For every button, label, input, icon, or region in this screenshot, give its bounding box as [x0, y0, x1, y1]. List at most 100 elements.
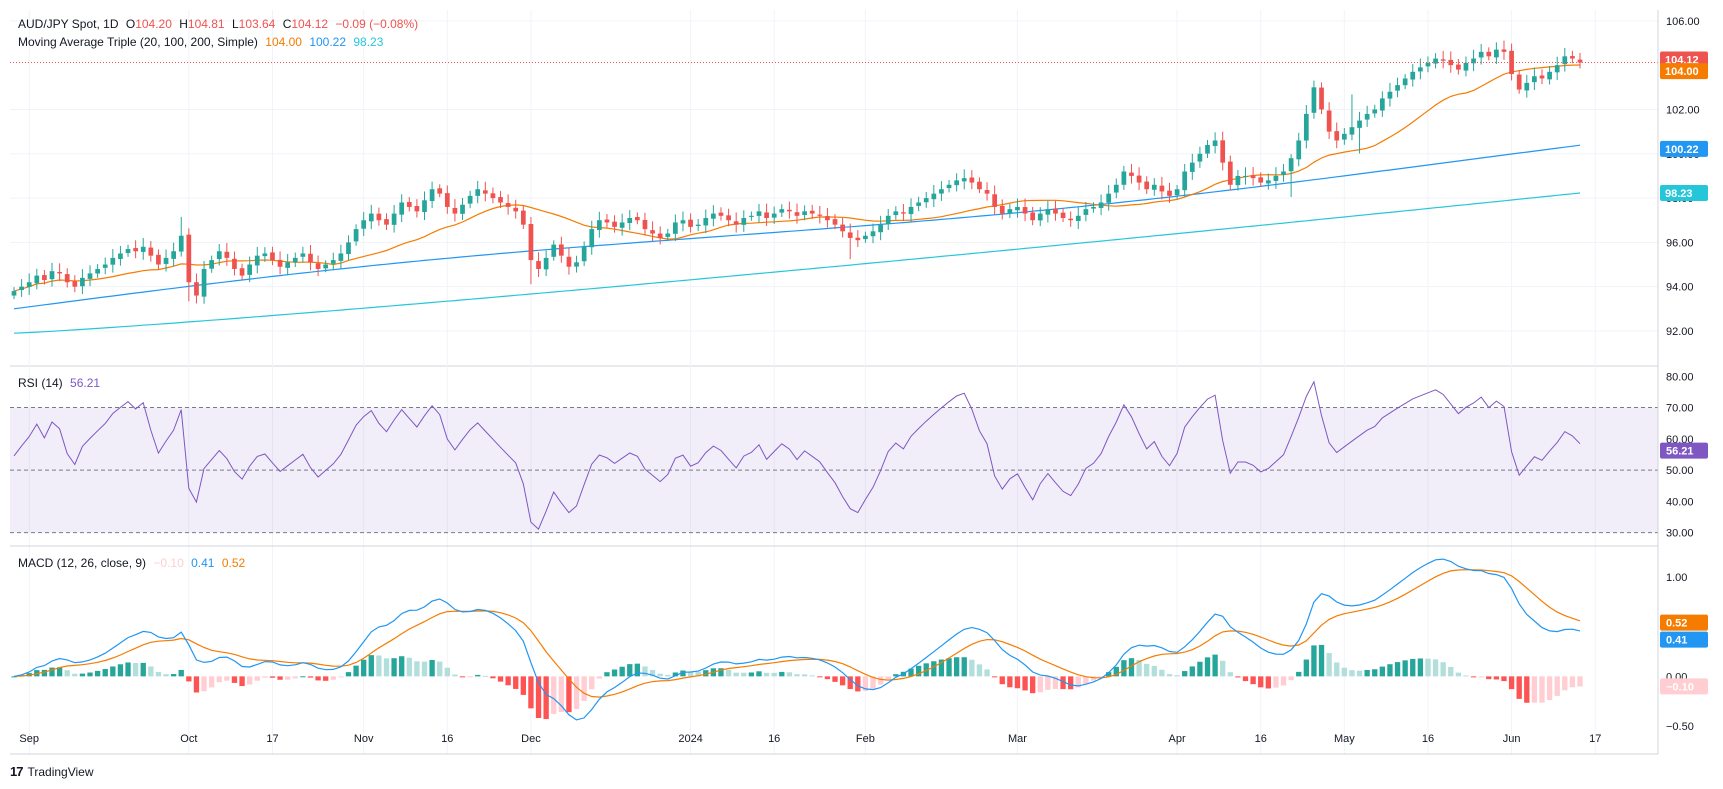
symbol-legend[interactable]: AUD/JPY Spot, 1D O104.20 H104.81 L103.64… [18, 17, 422, 31]
candle-body [574, 262, 579, 267]
macd-tag: 0.41 [1666, 635, 1687, 647]
candle-body [977, 181, 982, 190]
macd-path [13, 558, 1581, 721]
candle-body [665, 233, 671, 237]
rsi-line [13, 380, 1581, 530]
macd-hist-bar [178, 669, 184, 677]
y-tick-label: 1.00 [1666, 572, 1687, 584]
macd-hist-bar [1220, 660, 1226, 677]
rsi-legend[interactable]: RSI (14) 56.21 [18, 376, 104, 390]
candle-body [498, 197, 503, 203]
candle-body [984, 190, 990, 194]
macd-pane[interactable]: 1.000.500.00−0.50 0.52 0.41 −0.10 [10, 558, 1708, 755]
macd-hist-bar [1296, 671, 1302, 677]
candle-body [847, 232, 853, 238]
candle-body [1539, 75, 1545, 79]
macd-legend-label: MACD (12, 26, close, 9) [18, 556, 147, 570]
low-label: L [231, 17, 239, 31]
hist-tag: −0.10 [1666, 681, 1694, 693]
macd-hist-bar [1402, 660, 1408, 677]
macd-hist-bar [1463, 675, 1469, 677]
macd-hist-bar [1524, 676, 1530, 703]
candle-body [95, 268, 100, 274]
candle-body [1357, 120, 1362, 128]
macd-hist-bar [946, 658, 952, 677]
macd-hist-bar [437, 661, 443, 677]
macd-hist-bar [56, 667, 63, 677]
macd-legend[interactable]: MACD (12, 26, close, 9) −0.10 0.41 0.52 [18, 556, 249, 570]
x-tick-label: 16 [441, 733, 453, 745]
macd-hist-bar [269, 676, 276, 678]
candle-body [277, 259, 283, 267]
macd-y-axis[interactable]: 1.000.500.00−0.50 [1666, 572, 1694, 733]
rsi-path [13, 380, 1581, 530]
macd-hist-bar [1448, 666, 1454, 677]
macd-hist-bar [475, 674, 481, 677]
macd-hist-bar [703, 670, 709, 677]
high-label: H [179, 17, 188, 31]
macd-hist-bar [573, 676, 580, 710]
macd-hist-bar [862, 676, 869, 691]
candle-body [315, 263, 321, 269]
candle-body [1341, 133, 1347, 140]
macd-hist-bar [756, 671, 762, 677]
macd-hist-bar [1516, 676, 1522, 699]
macd-value: 0.41 [191, 556, 215, 570]
macd-hist-bar [543, 676, 549, 720]
macd-hist-bar [1022, 676, 1028, 691]
time-axis[interactable]: Sep Oct 17 Nov 16 Dec 2024 16 Feb Mar Apr 16 May 16 Ju… [19, 733, 1601, 745]
candle-body [346, 242, 351, 255]
signal-value: 0.52 [221, 556, 246, 570]
macd-hist-bar [1037, 676, 1043, 693]
candle-body [1456, 64, 1461, 70]
candle-body [756, 211, 762, 216]
macd-hist-bar [1531, 676, 1538, 703]
sma200-tag-bg [1660, 184, 1708, 201]
hist-tag-bg [1660, 678, 1708, 695]
candle-body [1235, 175, 1241, 186]
symbol-title: AUD/JPY Spot, 1D [18, 17, 119, 31]
candle-body [1015, 206, 1020, 211]
x-tick-label: 16 [1422, 733, 1434, 745]
macd-hist-bar [132, 662, 139, 677]
macd-hist-bar [87, 672, 93, 677]
candle-body [1509, 50, 1514, 75]
macd-hist-bar [961, 657, 967, 677]
macd-hist-bar [535, 676, 542, 719]
candle-body [627, 218, 633, 224]
macd-hist-bar [262, 676, 268, 678]
sma20-tag-bg [1660, 63, 1708, 80]
candle-body [505, 203, 511, 207]
sma200-line [13, 192, 1581, 334]
signal-path [13, 569, 1581, 698]
tradingview-watermark[interactable]: 17 TradingView [10, 764, 94, 779]
macd-hist-bar [421, 661, 428, 677]
candle-body [1083, 209, 1089, 215]
candle-body [794, 212, 800, 216]
macd-hist-bar [1577, 676, 1583, 687]
candle-body [832, 219, 838, 225]
candle-body [946, 184, 952, 189]
candle-body [323, 264, 329, 269]
macd-hist-bar [528, 676, 534, 709]
macd-hist-bar [801, 674, 808, 677]
candle-body [566, 256, 572, 267]
macd-hist-bar [1303, 659, 1309, 677]
macd-hist-bar [649, 669, 656, 677]
macd-hist-bar [1546, 676, 1553, 701]
candle-body [749, 215, 754, 217]
candle-body [247, 264, 253, 275]
ma-legend[interactable]: Moving Average Triple (20, 100, 200, Sim… [18, 35, 387, 49]
macd-hist-bar [1212, 654, 1218, 677]
macd-hist-bar [345, 672, 352, 677]
macd-hist-bar [1265, 676, 1271, 689]
rsi-tags: 56.21 [1660, 442, 1708, 459]
macd-hist-bar [216, 676, 222, 683]
x-tick-label: 17 [1589, 733, 1601, 745]
macd-hist-bar [208, 676, 215, 688]
y-tick-label: 80.00 [1666, 371, 1694, 383]
candle-body [444, 193, 450, 207]
